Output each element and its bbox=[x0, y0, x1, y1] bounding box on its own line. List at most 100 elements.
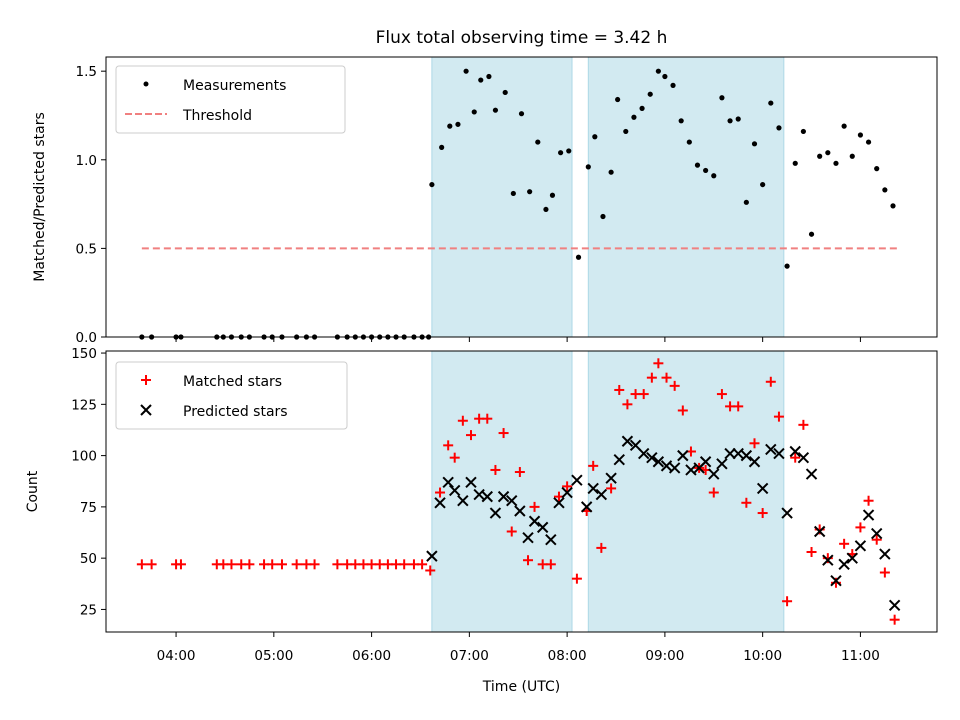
matched-stars-point bbox=[425, 565, 436, 576]
predicted-stars-point bbox=[773, 447, 785, 460]
predicted-stars-point bbox=[528, 515, 541, 527]
legend-matched-stars-label: Matched stars bbox=[183, 374, 282, 390]
predicted-stars-point bbox=[481, 490, 493, 503]
bottom-x-axis-ticks: 04:00 05:00 06:00 07:00 08:00 09:00 10:00 11:00 bbox=[157, 632, 880, 664]
measurement-point bbox=[647, 91, 653, 97]
matched-stars-point bbox=[435, 487, 446, 498]
measurement-point bbox=[566, 148, 572, 154]
predicted-stars-point bbox=[621, 435, 634, 447]
measurement-point bbox=[471, 109, 477, 115]
measurement-point bbox=[727, 118, 733, 124]
matched-stars-point bbox=[457, 415, 468, 426]
predicted-stars-point bbox=[781, 507, 793, 519]
top-legend-box bbox=[115, 65, 346, 134]
matched-stars-point bbox=[773, 411, 784, 422]
measurement-point bbox=[502, 89, 508, 96]
measurement-point bbox=[492, 107, 499, 113]
predicted-stars-point bbox=[716, 458, 728, 470]
matched-stars-point bbox=[661, 372, 672, 383]
predicted-stars-point bbox=[871, 527, 883, 540]
predicted-stars-points bbox=[426, 435, 901, 612]
bottom-shaded-intervals bbox=[431, 350, 785, 633]
measurement-point bbox=[575, 254, 582, 260]
predicted-stars-point bbox=[442, 476, 454, 488]
bottom-plot-panel: 25 50 75 100 125 150 04:00 05:00 06:00 07:00 08:0… bbox=[25, 346, 938, 695]
predicted-stars-point bbox=[838, 558, 850, 571]
predicted-stars-point bbox=[489, 507, 502, 519]
matched-stars-point bbox=[879, 567, 890, 578]
x-axis-label: Time (UTC) bbox=[482, 679, 560, 695]
bottom-legend-box bbox=[115, 361, 348, 430]
top-plot-frame bbox=[105, 56, 938, 338]
predicted-stars-point bbox=[571, 474, 583, 486]
matched-stars-point bbox=[443, 440, 454, 451]
predicted-stars-point bbox=[580, 501, 593, 513]
measurement-point bbox=[760, 181, 766, 188]
matched-stars-point bbox=[267, 559, 278, 570]
measurement-point bbox=[662, 73, 668, 80]
matched-stars-point bbox=[571, 573, 582, 584]
measurement-point bbox=[543, 206, 549, 213]
legend-plus-glyph bbox=[141, 375, 151, 385]
measurement-point bbox=[703, 167, 709, 174]
matched-stars-point bbox=[638, 389, 649, 400]
measurement-point bbox=[549, 192, 556, 198]
measurement-point bbox=[874, 166, 880, 172]
predicted-stars-point bbox=[830, 575, 842, 587]
measurement-point bbox=[768, 100, 774, 106]
bottom-y-axis-label: Count bbox=[25, 470, 41, 512]
predicted-stars-point bbox=[497, 490, 510, 503]
top-y-tick-label: 0.0 bbox=[76, 330, 97, 346]
top-plot-panel: 0.0 0.5 1.0 1.5 Flux total observing time =… bbox=[32, 28, 938, 346]
measurement-point bbox=[655, 68, 661, 74]
legend-matched-stars-marker bbox=[141, 375, 151, 385]
predicted-stars-point bbox=[822, 554, 834, 566]
measurement-point bbox=[890, 203, 896, 209]
predicted-stars-point bbox=[595, 488, 608, 501]
measurement-point bbox=[535, 139, 541, 145]
measurement-point bbox=[841, 123, 847, 129]
predicted-stars-point bbox=[646, 451, 658, 464]
top-y-tick-label: 1.0 bbox=[76, 153, 97, 169]
top-y-tick-label: 0.5 bbox=[76, 241, 97, 257]
measurement-point bbox=[792, 160, 798, 166]
predicted-stars-point bbox=[587, 482, 599, 495]
x-tick-label: 08:00 bbox=[548, 648, 587, 664]
measurement-point bbox=[833, 160, 839, 166]
measurement-point bbox=[558, 150, 564, 156]
measurement-point bbox=[639, 105, 645, 111]
matched-stars-point bbox=[244, 559, 255, 570]
matched-stars-point bbox=[498, 428, 509, 439]
matched-stars-point bbox=[606, 483, 617, 494]
matched-stars-point bbox=[798, 419, 809, 430]
predicted-stars-point bbox=[434, 497, 446, 509]
matched-stars-point bbox=[291, 559, 302, 570]
predicted-stars-point bbox=[789, 445, 801, 458]
x-tick-label: 11:00 bbox=[841, 648, 880, 664]
matched-stars-point bbox=[276, 559, 287, 570]
matched-stars-point bbox=[708, 487, 719, 498]
measurement-point bbox=[486, 73, 492, 80]
measurement-point bbox=[735, 116, 741, 122]
measurement-point bbox=[678, 118, 684, 124]
bottom-y-tick-label: 50 bbox=[80, 551, 97, 567]
predicted-stars-point bbox=[740, 449, 753, 462]
predicted-stars-point bbox=[699, 456, 712, 468]
predicted-stars-point bbox=[553, 497, 565, 509]
measurement-point bbox=[784, 263, 790, 269]
x-tick-label: 05:00 bbox=[254, 648, 293, 664]
x-tick-label: 09:00 bbox=[645, 648, 684, 664]
predicted-stars-point bbox=[545, 533, 557, 546]
predicted-stars-point bbox=[879, 548, 891, 560]
matched-stars-point bbox=[889, 614, 900, 625]
matched-stars-point bbox=[669, 380, 680, 391]
predicted-stars-point bbox=[457, 495, 469, 507]
bottom-y-tick-label: 25 bbox=[80, 602, 97, 618]
predicted-stars-point bbox=[561, 486, 573, 499]
matched-stars-point bbox=[749, 438, 760, 449]
measurement-point bbox=[463, 68, 469, 74]
matched-stars-point bbox=[482, 413, 493, 424]
predicted-stars-point bbox=[426, 550, 438, 562]
matched-stars-point bbox=[545, 559, 556, 570]
matched-stars-point bbox=[806, 547, 817, 558]
